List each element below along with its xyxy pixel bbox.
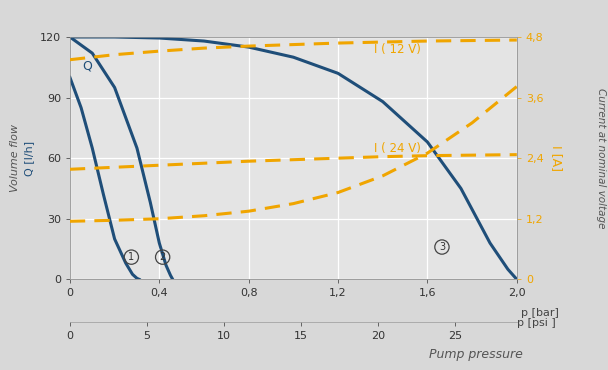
Text: Volume flow: Volume flow	[10, 124, 20, 192]
Text: I ( 24 V): I ( 24 V)	[374, 142, 421, 155]
Y-axis label: I [A]: I [A]	[550, 145, 563, 171]
Y-axis label: Q [l/h]: Q [l/h]	[24, 141, 34, 176]
Text: Pump pressure: Pump pressure	[429, 348, 523, 361]
Text: 3: 3	[439, 242, 445, 252]
Text: Q: Q	[82, 59, 92, 72]
Text: 1: 1	[128, 252, 134, 262]
Text: 2: 2	[159, 252, 166, 262]
Text: I ( 12 V): I ( 12 V)	[374, 43, 421, 56]
Text: p [bar]: p [bar]	[521, 308, 559, 318]
Text: p [psi ]: p [psi ]	[517, 318, 556, 328]
Text: Current at nominal voltage: Current at nominal voltage	[596, 88, 606, 228]
